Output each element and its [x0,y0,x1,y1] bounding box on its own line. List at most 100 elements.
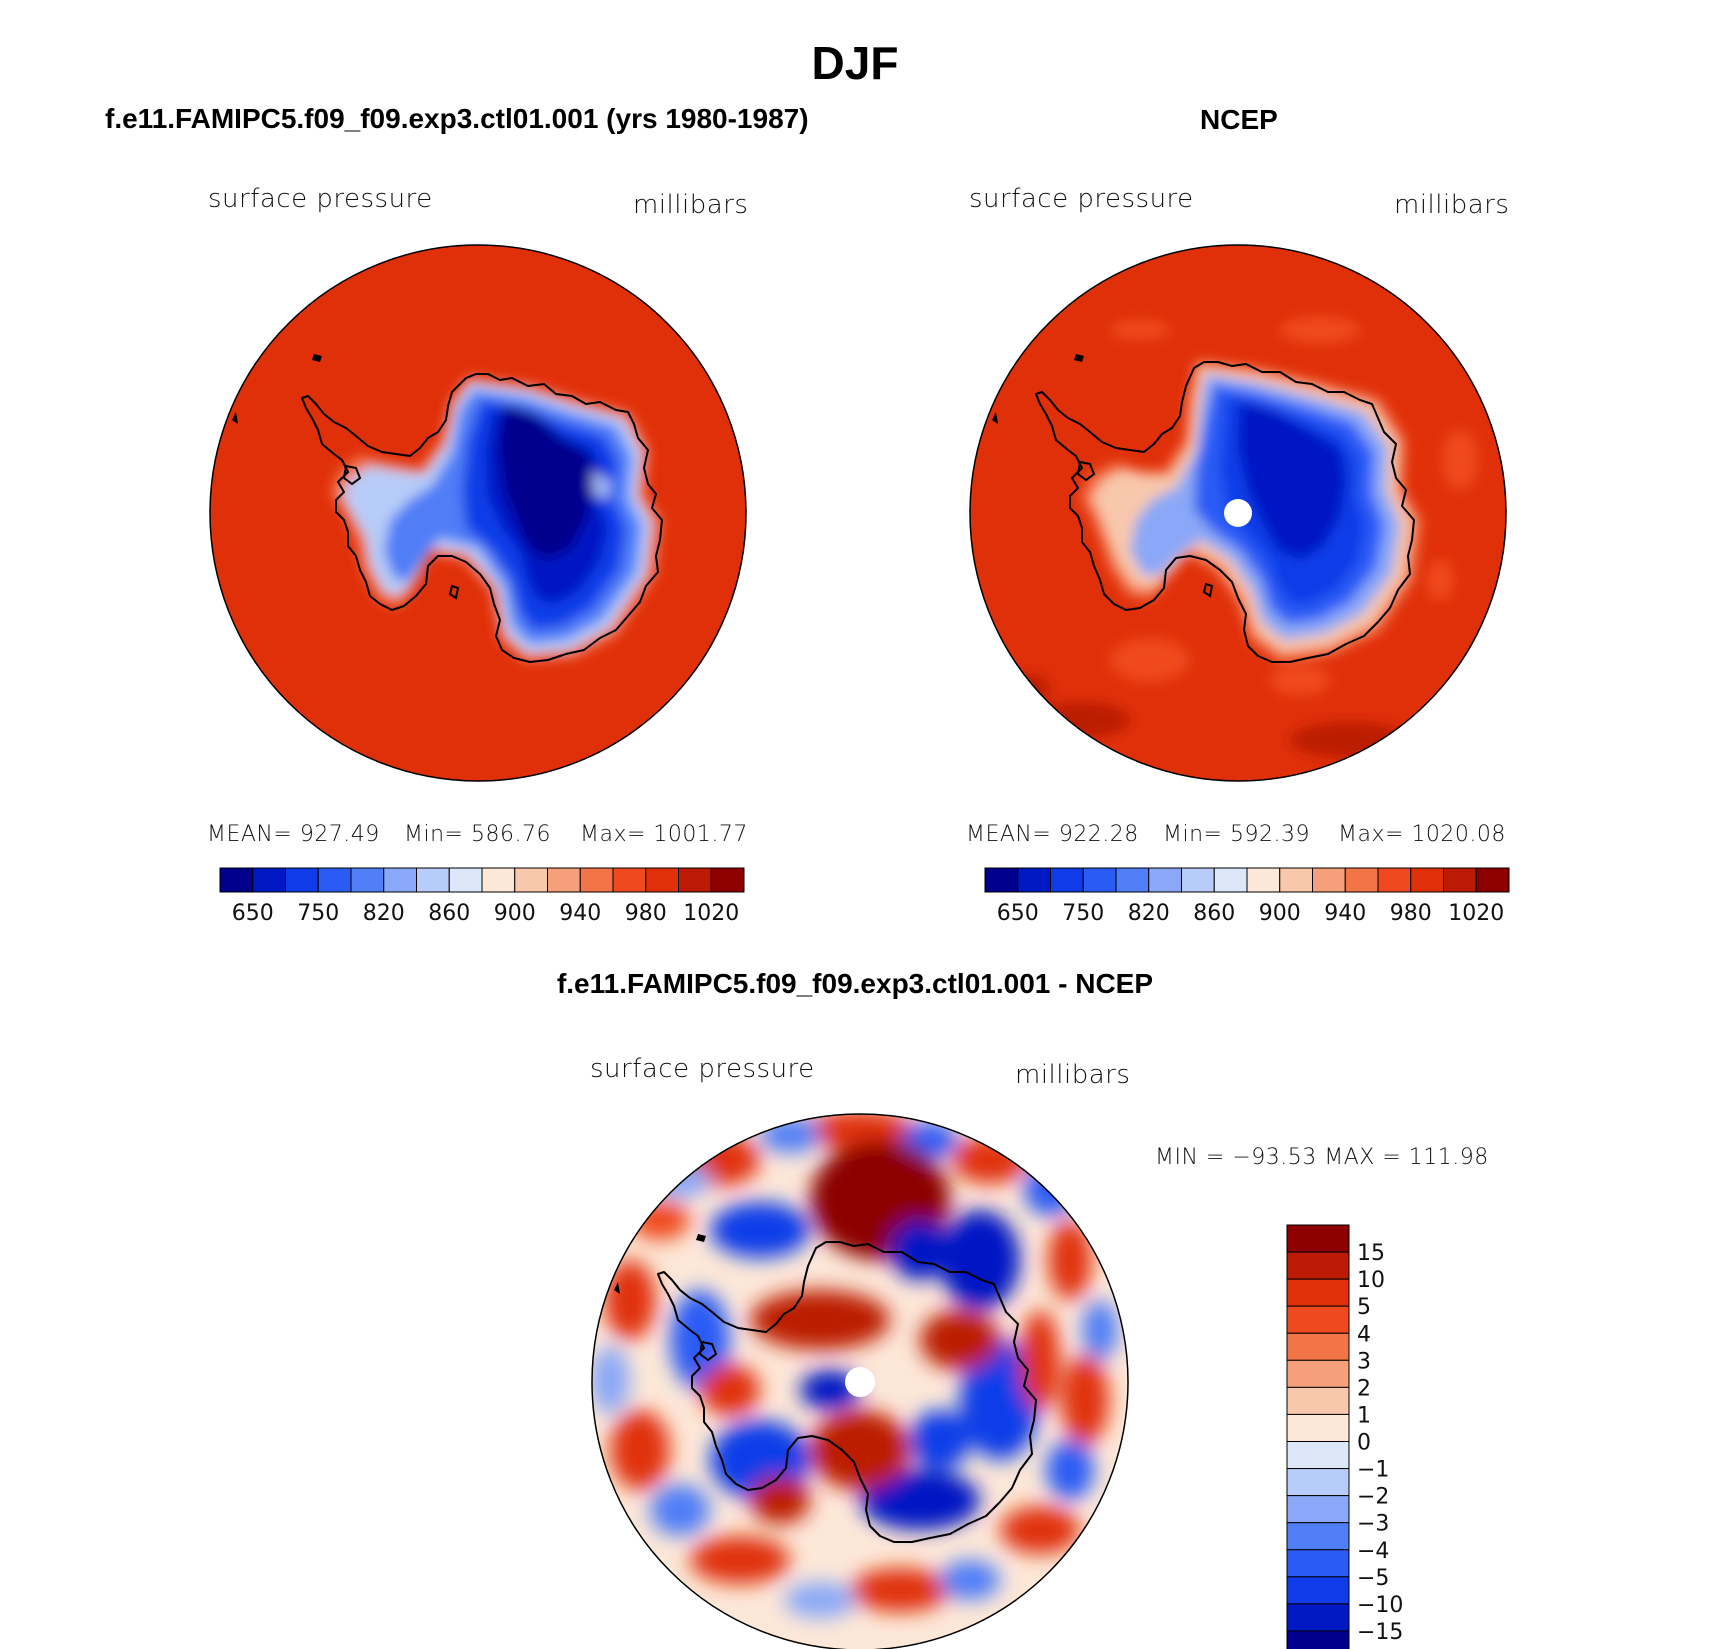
model-colorbar-swatch [645,867,679,893]
model-colorbar-tick-label: 1020 [683,901,739,926]
figure-title: DJF [811,37,899,89]
model-colorbar-swatch [579,867,614,893]
diff-colorbar-tick-label: −4 [1357,1539,1389,1564]
model-colorbar-swatch [219,867,254,893]
model-polar-map [210,245,746,781]
model-colorbar-swatch [481,867,516,893]
model-colorbar-tick-label: 750 [297,901,339,926]
model-min-text: Min= 586.76 [404,822,551,847]
diff-colorbar-tick-label: −15 [1357,1620,1403,1645]
obs-colorbar-tick-label: 1020 [1448,901,1504,926]
model-colorbar-swatch [448,867,483,893]
obs-colorbar-swatch [1115,867,1150,893]
model-island [342,464,362,486]
obs-map-border [969,244,1507,782]
model-colorbar-swatch [252,867,286,893]
model-colorbar-swatch [547,867,581,893]
diff-colorbar-swatch [1286,1278,1350,1307]
model-units-label: millibars [633,190,749,220]
panel-obs-title: NCEP [1200,104,1278,135]
diff-colorbar-tick-label: −3 [1357,1512,1389,1537]
diff-colorbar-swatch [1286,1359,1350,1388]
obs-min-text: Min= 592.39 [1163,822,1310,847]
model-colorbar-tick-label: 820 [363,901,405,926]
diff-pole-hole [845,1367,875,1397]
model-colorbar-swatch [416,867,450,893]
diff-colorbar-swatch [1286,1549,1350,1578]
model-map-border [209,244,747,782]
obs-ocean-patches [1010,316,1478,758]
model-colorbar-swatch [317,867,352,893]
obs-colorbar-swatch [1410,867,1444,893]
obs-island-4 [992,412,998,424]
diff-colorbar-swatch [1286,1386,1350,1415]
model-colorbar-swatch [612,867,647,893]
model-colorbar-swatch [678,867,712,893]
obs-colorbar-swatch [1279,867,1313,893]
model-colorbar: 650 750 820 860 900 940 980 1020 [219,867,745,926]
model-colorbar-tick-label: 900 [494,901,536,926]
diff-units-label: millibars [1015,1060,1131,1090]
diff-island-4 [614,1282,620,1294]
obs-colorbar-swatch [1312,867,1346,893]
obs-colorbar-swatch [1017,867,1051,893]
obs-colorbar-tick-label: 980 [1390,901,1432,926]
model-island-4 [232,412,238,424]
model-island-3 [312,354,322,362]
diff-colorbar-swatch [1286,1332,1350,1361]
obs-colorbar-swatch [1181,867,1215,893]
diff-colorbar-swatch [1286,1441,1350,1470]
diff-island-3 [696,1234,706,1242]
obs-max-text: Max= 1020.08 [1338,822,1506,847]
diff-colorbar-tick-label: 10 [1357,1268,1385,1293]
diff-colorbar-tick-label: 5 [1357,1295,1371,1320]
model-variable-label: surface pressure [208,184,433,214]
diff-colorbar-tick-label: 4 [1357,1322,1371,1347]
diff-coastline [657,1241,1037,1543]
diff-minmax-text: MIN = −93.53 MAX = 111.98 [1155,1145,1489,1170]
obs-colorbar-tick-label: 650 [997,901,1039,926]
model-colorbar-swatch [383,867,417,893]
model-colorbar-tick-label: 940 [559,901,601,926]
obs-colorbar-tick-label: 940 [1324,901,1366,926]
diff-colorbar-swatch [1286,1251,1350,1280]
model-colorbar-tick-label: 860 [428,901,470,926]
model-colorbar-tick-label: 650 [232,901,274,926]
obs-pole-hole [1224,499,1252,527]
obs-colorbar: 650 750 820 860 900 940 980 1020 [984,867,1510,926]
obs-island [1076,460,1096,482]
diff-variable-label: surface pressure [590,1054,815,1084]
diff-colorbar-swatch [1286,1603,1350,1632]
obs-colorbar-tick-label: 860 [1193,901,1235,926]
obs-colorbar-swatch [1377,867,1412,893]
diff-map-border [591,1113,1129,1649]
model-colorbar-swatch [350,867,385,893]
panel-model-title: f.e11.FAMIPC5.f09_f09.exp3.ctl01.001 (yr… [105,103,809,134]
diff-colorbar-tick-label: −1 [1357,1458,1389,1483]
model-island-2 [448,584,460,600]
diff-colorbar-swatch [1286,1576,1350,1605]
obs-colorbar-swatch [1344,867,1379,893]
obs-polar-map [970,245,1506,781]
obs-colorbar-swatch [984,867,1019,893]
diff-colorbar-tick-label: 2 [1357,1376,1371,1401]
obs-colorbar-swatch [1475,867,1510,893]
obs-colorbar-swatch [1082,867,1117,893]
model-mean-text: MEAN= 927.49 [207,822,380,847]
diff-colorbar-tick-label: 0 [1357,1431,1371,1456]
obs-colorbar-swatch [1148,867,1182,893]
diff-colorbar-swatch [1286,1413,1350,1442]
obs-colorbar-swatch [1443,867,1477,893]
obs-units-label: millibars [1394,190,1510,220]
obs-colorbar-tick-label: 750 [1062,901,1104,926]
obs-colorbar-swatch [1050,867,1084,893]
diff-colorbar-tick-label: −2 [1357,1485,1389,1510]
diff-colorbar-tick-label: −10 [1357,1593,1403,1618]
model-max-text: Max= 1001.77 [580,822,748,847]
diff-colorbar-swatch [1286,1305,1350,1334]
model-colorbar-swatch [710,867,745,893]
diff-colorbar-swatch [1286,1630,1350,1649]
model-colorbar-tick-label: 980 [625,901,667,926]
